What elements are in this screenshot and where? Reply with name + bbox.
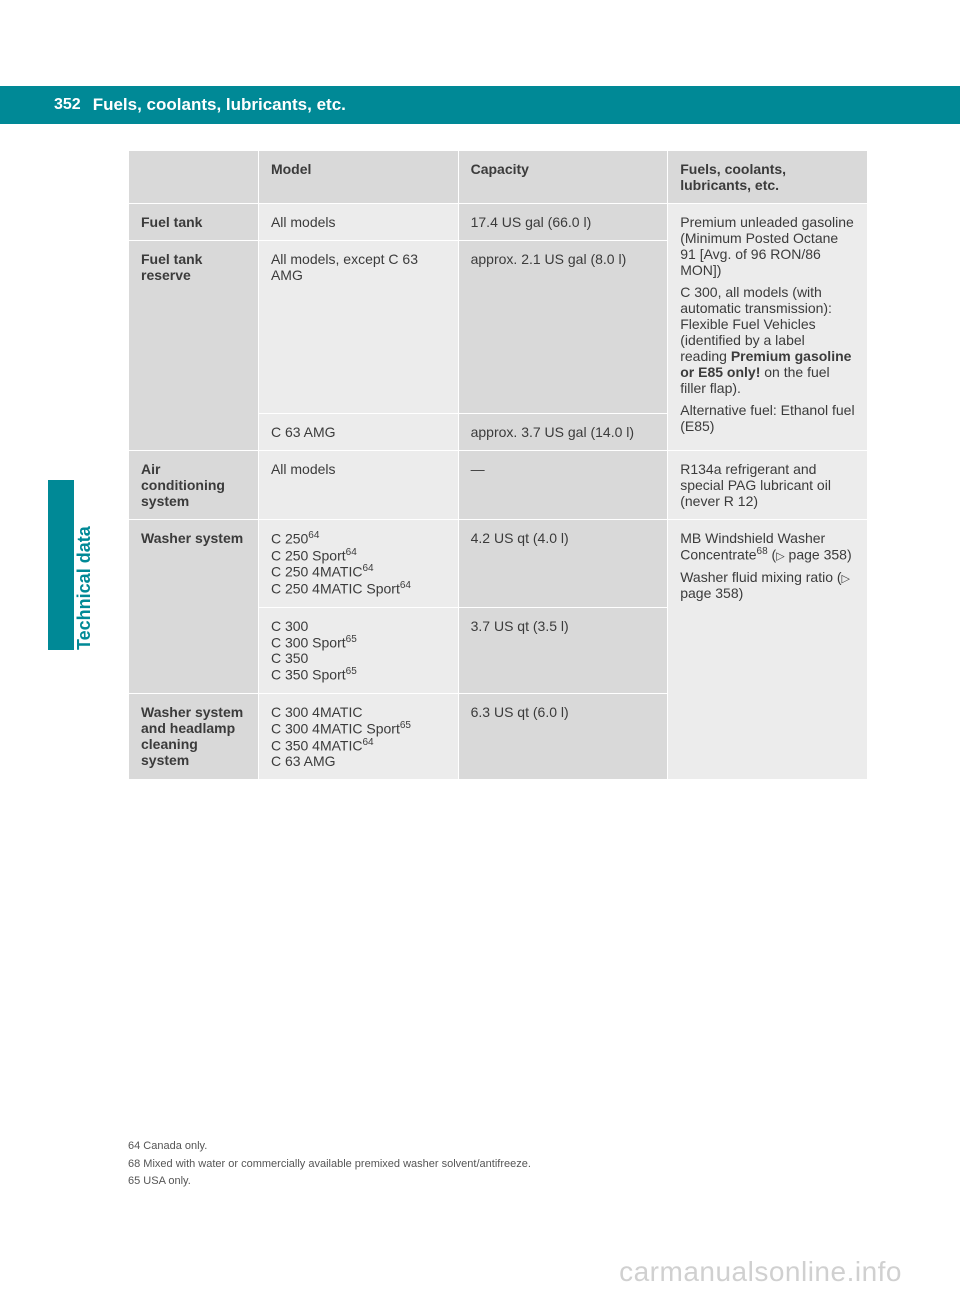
washer-m1b: C 250 Sport [271, 547, 346, 563]
washer-m1c: C 250 4MATIC [271, 564, 363, 580]
fuel-reserve-cap-2: approx. 3.7 US gal (14.0 l) [458, 414, 668, 451]
fuel-tank-capacity: 17.4 US gal (66.0 l) [458, 204, 668, 241]
table-header-row: Model Capacity Fuels, coolants, lubrican… [129, 151, 868, 204]
table-row: Air conditioning system All models — R13… [129, 451, 868, 520]
page-title: Fuels, coolants, lubricants, etc. [81, 95, 346, 115]
footnotes: 64 Canada only. 68 Mixed with water or c… [128, 1138, 531, 1191]
footnote-65: 65 USA only. [128, 1173, 531, 1191]
washer-m1d: C 250 4MATIC Sport [271, 581, 400, 597]
fuel-reserve-cap-1: approx. 2.1 US gal (8.0 l) [458, 241, 668, 414]
washer-m2c: C 350 [271, 650, 308, 666]
washer-note-1b: ( [768, 547, 777, 563]
washer-m2d: C 350 Sport [271, 667, 346, 683]
fuel-reserve-model-2: C 63 AMG [258, 414, 458, 451]
sup-64: 64 [362, 737, 373, 748]
sup-64: 64 [346, 547, 357, 558]
wh-m1: C 300 4MATIC [271, 704, 363, 720]
triangle-icon: ▷ [842, 573, 850, 585]
washer-cap-2: 3.7 US qt (3.5 l) [458, 607, 668, 693]
ac-label: Air conditioning system [129, 451, 259, 520]
washer-note-2b: page 358) [680, 585, 743, 601]
wh-m3: C 350 4MATIC [271, 737, 363, 753]
watermark: carmanualsonline.info [619, 1256, 902, 1288]
header-empty [129, 151, 259, 204]
fuel-tank-model: All models [258, 204, 458, 241]
wh-m4: C 63 AMG [271, 753, 336, 769]
ac-notes: R134a refrigerant and special PAG lubric… [668, 451, 868, 520]
fuel-note-3: Alternative fuel: Ethanol fuel (E85) [680, 402, 854, 434]
fuel-reserve-model-1: All models, except C 63 AMG [258, 241, 458, 414]
header-model: Model [258, 151, 458, 204]
header-bar: 352 Fuels, coolants, lubricants, etc. [0, 86, 960, 124]
sup-65: 65 [346, 634, 357, 645]
wh-m2: C 300 4MATIC Sport [271, 721, 400, 737]
sup-68: 68 [757, 546, 768, 557]
washer-head-cap: 6.3 US qt (6.0 l) [458, 693, 668, 779]
washer-head-models: C 300 4MATIC C 300 4MATIC Sport65 C 350 … [258, 693, 458, 779]
capacity-table: Model Capacity Fuels, coolants, lubrican… [128, 150, 868, 780]
header-capacity: Capacity [458, 151, 668, 204]
sup-65: 65 [400, 720, 411, 731]
fuel-notes: Premium unleaded gasoline (Minimum Poste… [668, 204, 868, 451]
table-row: Fuel tank All models 17.4 US gal (66.0 l… [129, 204, 868, 241]
washer-m1a: C 250 [271, 531, 308, 547]
sup-64: 64 [400, 580, 411, 591]
ac-model: All models [258, 451, 458, 520]
footnote-64: 64 Canada only. [128, 1138, 531, 1156]
triangle-icon: ▷ [776, 551, 784, 563]
washer-m2a: C 300 [271, 618, 308, 634]
washer-models-1: C 25064 C 250 Sport64 C 250 4MATIC64 C 2… [258, 520, 458, 608]
spec-table: Model Capacity Fuels, coolants, lubrican… [128, 150, 868, 780]
washer-m2b: C 300 Sport [271, 634, 346, 650]
page-number: 352 [0, 96, 81, 114]
sup-64: 64 [308, 530, 319, 541]
fuel-note-1: Premium unleaded gasoline (Minimum Poste… [680, 214, 854, 278]
sup-64: 64 [362, 563, 373, 574]
washer-notes: MB Windshield Washer Concentrate68 (▷ pa… [668, 520, 868, 780]
washer-label: Washer system [129, 520, 259, 694]
washer-models-2: C 300 C 300 Sport65 C 350 C 350 Sport65 [258, 607, 458, 693]
header-fuels: Fuels, coolants, lubricants, etc. [668, 151, 868, 204]
washer-note-1c: page 358) [785, 547, 852, 563]
washer-head-label: Washer system and headlamp cleaning syst… [129, 693, 259, 779]
fuel-reserve-label: Fuel tank reserve [129, 241, 259, 451]
fuel-tank-label: Fuel tank [129, 204, 259, 241]
ac-capacity: — [458, 451, 668, 520]
side-tab [48, 480, 74, 650]
footnote-68: 68 Mixed with water or commercially avai… [128, 1156, 531, 1174]
sup-65: 65 [346, 666, 357, 677]
washer-cap-1: 4.2 US qt (4.0 l) [458, 520, 668, 608]
side-label: Technical data [74, 526, 95, 650]
washer-note-2a: Washer fluid mixing ratio ( [680, 569, 841, 585]
table-row: Washer system C 25064 C 250 Sport64 C 25… [129, 520, 868, 608]
